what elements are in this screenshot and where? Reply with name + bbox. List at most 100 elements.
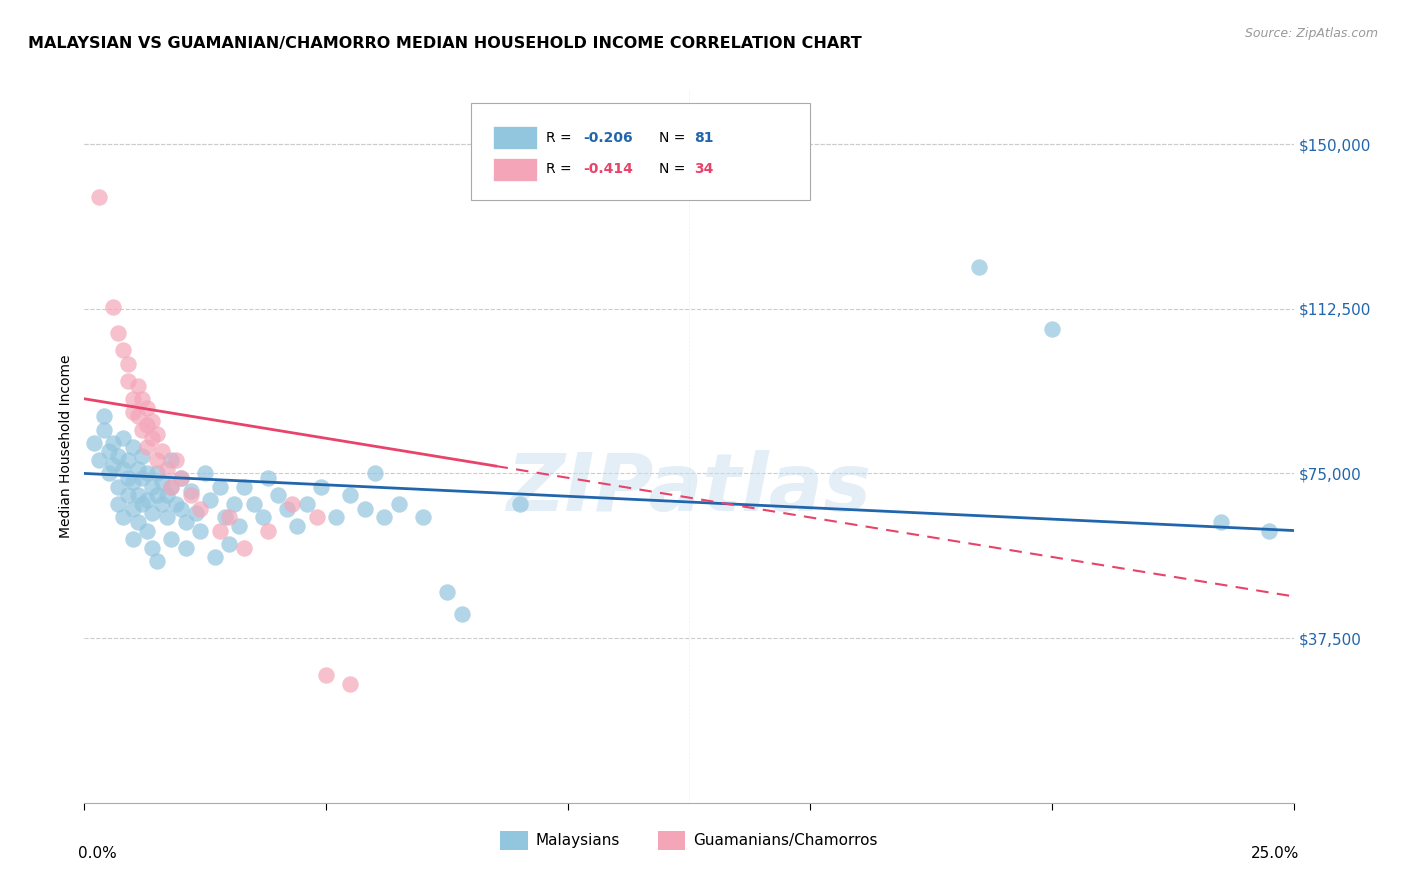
Point: [121, 533, 143, 547]
FancyBboxPatch shape: [471, 103, 810, 200]
Point: [141, 541, 163, 555]
Point: [107, 449, 129, 463]
Point: [117, 357, 139, 371]
Point: [170, 471, 193, 485]
Point: [252, 510, 274, 524]
Point: [93, 409, 115, 424]
Point: [388, 497, 411, 511]
Point: [160, 480, 183, 494]
Point: [450, 607, 472, 621]
Point: [208, 524, 231, 538]
Point: [131, 497, 153, 511]
Point: [339, 677, 361, 691]
Text: Source: ZipAtlas.com: Source: ZipAtlas.com: [1244, 27, 1378, 40]
Point: [155, 510, 177, 524]
Point: [224, 497, 246, 511]
FancyBboxPatch shape: [494, 127, 537, 149]
Point: [267, 488, 290, 502]
Point: [295, 497, 318, 511]
Point: [155, 462, 177, 476]
Point: [127, 409, 149, 424]
Point: [184, 506, 207, 520]
Point: [208, 480, 231, 494]
Point: [112, 462, 135, 476]
Y-axis label: Median Household Income: Median Household Income: [59, 354, 73, 538]
Text: MALAYSIAN VS GUAMANIAN/CHAMORRO MEDIAN HOUSEHOLD INCOME CORRELATION CHART: MALAYSIAN VS GUAMANIAN/CHAMORRO MEDIAN H…: [28, 36, 862, 51]
Point: [170, 471, 193, 485]
Point: [354, 501, 377, 516]
Point: [136, 524, 159, 538]
Point: [131, 423, 153, 437]
Point: [117, 471, 139, 485]
Point: [190, 524, 212, 538]
Point: [136, 418, 159, 433]
Point: [107, 326, 129, 340]
Point: [121, 392, 143, 406]
Point: [131, 449, 153, 463]
Point: [305, 510, 328, 524]
Point: [136, 467, 159, 481]
Point: [1209, 515, 1232, 529]
Point: [103, 435, 125, 450]
Point: [97, 444, 120, 458]
Point: [509, 497, 531, 511]
Point: [117, 453, 139, 467]
Point: [146, 426, 169, 441]
Point: [285, 519, 308, 533]
Point: [93, 423, 115, 437]
Point: [146, 453, 169, 467]
Point: [257, 471, 280, 485]
Text: 81: 81: [693, 131, 713, 145]
Point: [339, 488, 361, 502]
Point: [121, 475, 143, 490]
FancyBboxPatch shape: [494, 158, 537, 180]
Point: [198, 492, 221, 507]
Point: [127, 462, 149, 476]
Point: [121, 405, 143, 419]
Point: [257, 524, 280, 538]
Point: [160, 453, 183, 467]
Point: [97, 467, 120, 481]
Text: 0.0%: 0.0%: [79, 846, 117, 861]
Point: [170, 501, 193, 516]
Point: [160, 480, 183, 494]
Point: [121, 501, 143, 516]
Point: [83, 435, 105, 450]
Text: R =: R =: [547, 131, 576, 145]
Point: [107, 497, 129, 511]
Point: [228, 519, 250, 533]
Point: [131, 471, 153, 485]
Point: [117, 488, 139, 502]
Point: [412, 510, 434, 524]
Point: [315, 668, 337, 682]
Point: [174, 515, 197, 529]
Point: [103, 458, 125, 472]
Point: [436, 585, 458, 599]
Point: [155, 488, 177, 502]
Point: [165, 453, 187, 467]
Point: [127, 488, 149, 502]
Point: [218, 537, 240, 551]
Point: [180, 483, 202, 498]
Point: [233, 480, 256, 494]
Point: [242, 497, 264, 511]
Point: [204, 549, 226, 564]
Point: [180, 488, 202, 502]
Text: N =: N =: [659, 162, 689, 176]
Point: [112, 343, 135, 358]
Point: [117, 374, 139, 388]
Point: [150, 444, 173, 458]
Point: [311, 480, 333, 494]
Text: -0.414: -0.414: [583, 162, 634, 176]
Point: [146, 554, 169, 568]
Point: [103, 300, 125, 314]
Text: 25.0%: 25.0%: [1251, 846, 1299, 861]
Point: [1258, 524, 1281, 538]
Point: [363, 467, 385, 481]
Point: [141, 414, 163, 428]
Point: [967, 260, 990, 274]
Point: [165, 497, 187, 511]
Point: [141, 480, 163, 494]
Point: [136, 440, 159, 454]
Point: [150, 475, 173, 490]
